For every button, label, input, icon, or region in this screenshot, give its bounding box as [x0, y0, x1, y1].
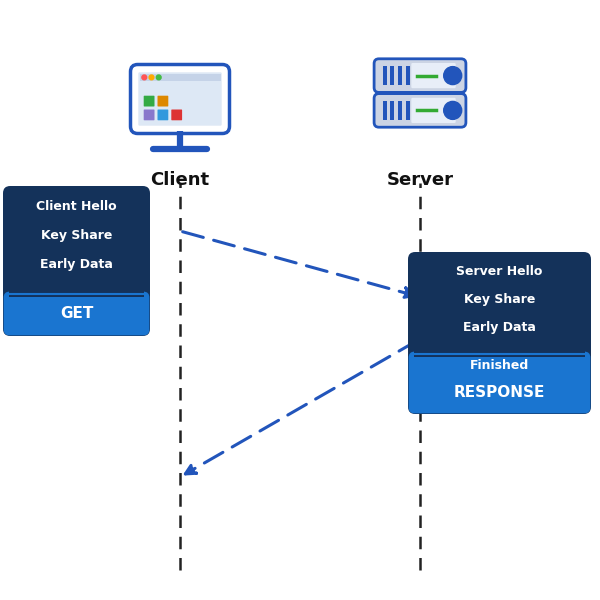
Bar: [390, 66, 395, 85]
Bar: [383, 101, 387, 120]
FancyBboxPatch shape: [374, 94, 466, 127]
Circle shape: [156, 75, 161, 80]
Bar: [390, 101, 395, 120]
Text: Key Share: Key Share: [464, 293, 535, 306]
FancyBboxPatch shape: [172, 109, 182, 120]
FancyBboxPatch shape: [408, 252, 591, 414]
Bar: [139, 74, 221, 82]
FancyBboxPatch shape: [144, 95, 155, 107]
FancyBboxPatch shape: [412, 98, 456, 123]
Bar: [383, 66, 387, 85]
FancyBboxPatch shape: [157, 95, 168, 107]
Text: Client: Client: [151, 171, 209, 189]
Circle shape: [149, 75, 154, 80]
FancyBboxPatch shape: [157, 109, 168, 120]
FancyBboxPatch shape: [409, 352, 590, 413]
Bar: [414, 351, 585, 357]
Bar: [406, 101, 410, 120]
FancyBboxPatch shape: [3, 186, 150, 336]
Circle shape: [444, 101, 462, 119]
Text: Server: Server: [386, 171, 454, 189]
Text: Early Data: Early Data: [40, 258, 113, 271]
Bar: [398, 101, 402, 120]
FancyBboxPatch shape: [412, 63, 456, 88]
Bar: [9, 291, 144, 297]
FancyBboxPatch shape: [374, 59, 466, 92]
FancyBboxPatch shape: [144, 109, 155, 120]
Text: RESPONSE: RESPONSE: [454, 385, 545, 400]
Text: Early Data: Early Data: [463, 320, 536, 334]
Text: Server Hello: Server Hello: [457, 265, 542, 278]
Circle shape: [142, 75, 146, 80]
Text: Finished: Finished: [470, 359, 529, 372]
FancyBboxPatch shape: [138, 73, 222, 125]
FancyBboxPatch shape: [130, 64, 229, 133]
Text: Client Hello: Client Hello: [36, 200, 117, 214]
Bar: [406, 66, 410, 85]
Text: GET: GET: [60, 306, 93, 321]
Bar: [9, 291, 144, 297]
Bar: [398, 66, 402, 85]
FancyBboxPatch shape: [4, 292, 149, 335]
Circle shape: [444, 67, 462, 85]
Text: Key Share: Key Share: [41, 229, 112, 242]
